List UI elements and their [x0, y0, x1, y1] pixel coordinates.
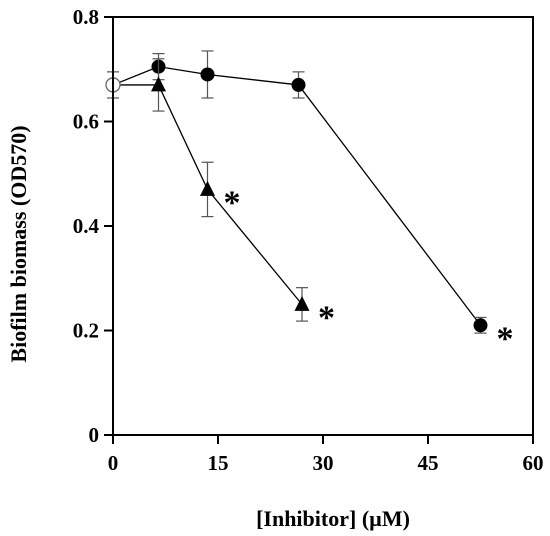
y-tick-label: 0	[89, 423, 100, 447]
y-tick-label: 0.2	[73, 319, 99, 343]
x-tick-label: 60	[523, 451, 544, 475]
y-axis-title: Biofilm biomass (OD570)	[6, 125, 31, 362]
circle-series-point	[200, 67, 215, 82]
triangle-series-point	[151, 76, 166, 92]
x-tick-label: 30	[313, 451, 334, 475]
triangle-series-point	[294, 295, 310, 311]
y-tick-label: 0.8	[73, 5, 99, 29]
triangle-series-point	[200, 180, 215, 196]
x-tick-label: 15	[208, 451, 229, 475]
circle-series-point	[473, 318, 488, 333]
x-axis-title: [Inhibitor] (µM)	[256, 506, 410, 531]
triangle-series-line	[113, 84, 303, 305]
y-tick-label: 0.4	[73, 214, 100, 238]
x-tick-label: 0	[108, 451, 119, 475]
significance-marker: *	[497, 320, 514, 357]
x-tick-label: 45	[418, 451, 439, 475]
circle-series-point	[291, 77, 306, 92]
y-tick-label: 0.6	[73, 110, 99, 134]
significance-marker: *	[318, 299, 335, 336]
significance-marker: *	[224, 184, 241, 221]
